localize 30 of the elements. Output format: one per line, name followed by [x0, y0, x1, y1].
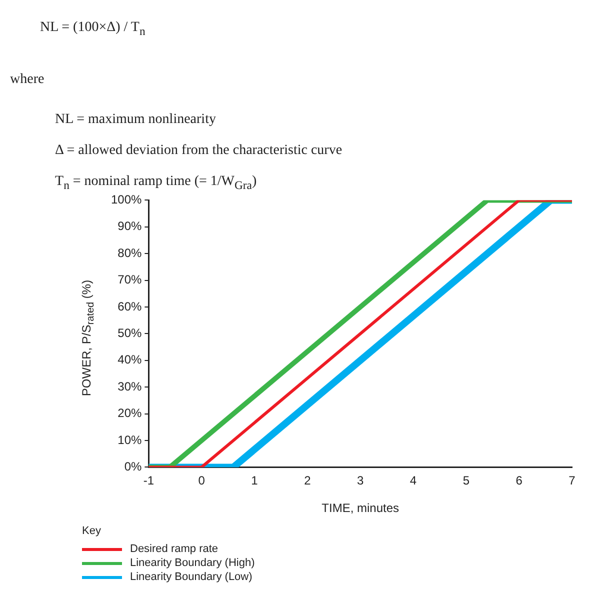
x-tick-label: 0	[198, 474, 206, 488]
y-tick-label: 30%	[118, 379, 142, 394]
text: where	[10, 72, 44, 88]
y-tick-label: 90%	[118, 219, 142, 234]
text: Δ = allowed deviation from the characteristic curve	[55, 143, 342, 159]
x-tick-label: 1	[251, 474, 258, 488]
y-tick-label: 10%	[118, 432, 142, 447]
legend-label: Linearity Boundary (High)	[130, 557, 255, 569]
legend-label: Linearity Boundary (Low)	[130, 571, 252, 583]
y-tick-label: 0%	[124, 460, 142, 474]
x-tick-label: 3	[357, 474, 364, 488]
x-tick-label: -1	[143, 474, 154, 488]
x-tick-label: 4	[410, 474, 417, 488]
text: T$_{n}$ = nominal ramp time (= 1/W$_{Gra}$)	[55, 174, 257, 192]
x-tick-label: 6	[516, 474, 523, 488]
legend-label: Desired ramp rate	[130, 543, 218, 555]
x-tick-label: 5	[462, 474, 470, 488]
x-axis-title: TIME, minutes	[322, 501, 400, 516]
y-tick-label: 60%	[118, 299, 142, 314]
x-tick-label: 7	[568, 474, 576, 488]
legend-title: Key	[82, 524, 102, 538]
x-tick-label: 2	[304, 474, 312, 488]
text: NL = (100×Δ) / T$_{n}$	[40, 20, 146, 38]
y-tick-label: 100%	[110, 192, 142, 207]
y-tick-label: 80%	[118, 246, 142, 260]
y-tick-label: 20%	[118, 406, 142, 420]
text: NL = maximum nonlinearity	[55, 112, 216, 128]
y-tick-label: 40%	[118, 352, 142, 367]
y-tick-label: 70%	[118, 272, 142, 287]
y-tick-label: 50%	[118, 326, 142, 340]
